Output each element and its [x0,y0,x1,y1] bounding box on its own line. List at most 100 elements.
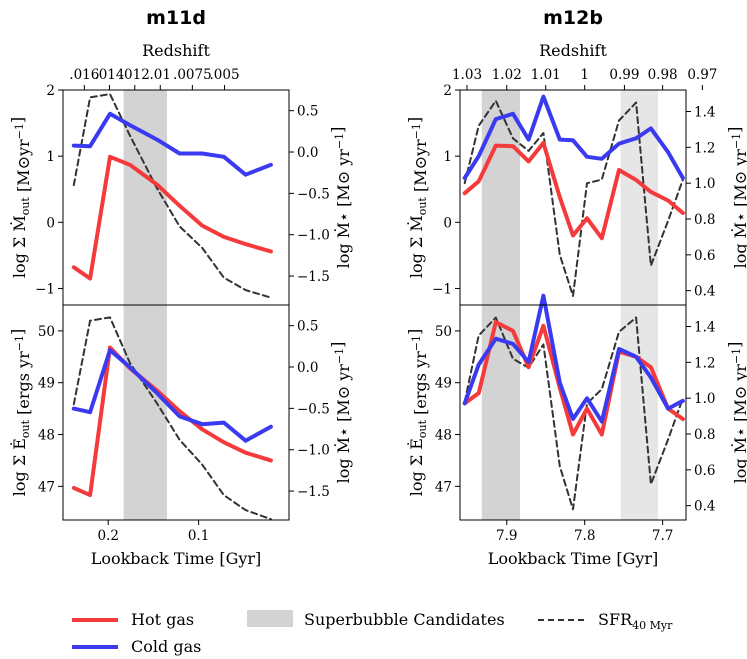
y-axis-label-part: −1 [13,335,26,351]
y-axis-label-part: ] [8,329,27,335]
panel-frame [459,304,687,521]
top-tick-label: 1.01 [531,67,561,83]
y2-tick-label: 0.6 [694,248,715,264]
y2-tick-label: 1.2 [694,355,715,371]
panel-energy-outflow: 47 48 49 50 −1.5 −1.0 −0.5 0.0 0.5 log Σ Ėout [er… [8,304,353,521]
y2-axis-label: log Ṁ⋆ [M⊙ yr−1] [725,127,747,269]
y2-tick-label: 1.4 [694,320,715,336]
y2-tick-label: −0.5 [297,401,330,417]
y2-tick-label: 1.0 [694,391,715,407]
y-tick-label: −1 [35,281,55,297]
y2-axis-label-part: log Ṁ⋆ [M⊙ yr [730,364,747,484]
y2-axis-label-part: ] [328,127,347,133]
y-tick-label: 48 [38,428,55,444]
y2-tick-label: 0.8 [694,212,715,228]
y2-axis-label-part: ] [328,342,347,348]
y2-axis-label-part: ] [725,127,744,133]
top-axis-label: Redshift [539,41,607,60]
superbubble-band [620,90,658,305]
y2-tick-label: −1.0 [297,228,330,244]
y-axis-label: log Σ Ṁout [M⊙yr−1] [8,117,33,278]
y-axis-label-part: −1 [410,123,423,139]
x-tick-label: 7.8 [574,528,595,544]
y-tick-label: 0 [443,215,452,231]
series-line-hot [71,345,273,498]
legend: Hot gas Cold gas Superbubble Candidates … [72,610,673,656]
superbubble-band [620,305,658,520]
y2-tick-label: −1.0 [297,443,330,459]
y-tick-label: 50 [435,324,452,340]
y2-tick-label: 0.0 [297,360,318,376]
series-line-cold [462,94,685,180]
top-axis-label: Redshift [142,41,210,60]
y-axis-label: log Σ Ṁout [M⊙yr−1] [405,117,430,278]
top-tick-label: .016 [69,67,99,83]
y-axis-label-part: out [19,419,32,438]
series-line-cold [71,111,273,177]
y-axis-label-part: out [19,197,32,216]
y-tick-label: 49 [435,376,452,392]
top-tick-label: 0.97 [687,67,717,83]
y2-tick-label: 1.4 [694,105,715,121]
y-tick-label: 2 [46,83,55,99]
y-tick-label: 47 [435,479,452,495]
series-line-hot [71,154,273,281]
y-tick-label: 50 [38,324,55,340]
legend-band-label: Superbubble Candidates [304,610,505,629]
y-axis-label-part: [ergs yr [14,351,33,420]
legend-sfr-main: SFR [598,610,633,629]
x-axis-label: Lookback Time [Gyr] [488,549,659,568]
series-line-sfr [72,316,272,521]
legend-sfr-sub: 40 Myr [632,619,673,632]
superbubble-band [123,305,167,520]
top-tick-label: 1.02 [492,67,522,83]
y-axis-label-part: ] [405,117,424,123]
y-tick-label: 1 [46,149,55,165]
y2-axis-label: log Ṁ⋆ [M⊙ yr−1] [328,342,353,484]
y2-axis-label: log Ṁ⋆ [M⊙ yr−1] [725,342,747,484]
chart-title: m12b [543,7,603,29]
top-tick-label: 0.98 [648,67,678,83]
superbubble-band [123,90,167,305]
y-axis-label-part: [M⊙yr [411,139,430,197]
series-line-cold [71,348,273,443]
y2-tick-label: −1.5 [297,484,330,500]
y2-tick-label: 1.0 [694,176,715,192]
y-axis-label-part: out [416,419,429,438]
y-axis-label-part: log Σ Ė [406,438,426,496]
y2-tick-label: 0.0 [297,145,318,161]
y-axis-label-part: log Σ Ė [9,438,29,496]
series-line-hot [462,140,685,241]
y2-axis-label-part: log Ṁ⋆ [M⊙ yr [333,364,353,484]
x-tick-label: 7.7 [652,528,673,544]
y-axis-label: log Σ Ėout [ergs yr−1] [8,329,33,496]
series-line-sfr [463,316,684,511]
x-tick-label: 0.1 [188,528,209,544]
y-axis-label-part: log Σ Ṁ [9,215,29,278]
y-tick-label: 0 [46,215,55,231]
top-tick-label: .01 [150,67,171,83]
y2-axis-label-part: ] [725,342,744,348]
y-axis-label-part: [ergs yr [411,351,430,420]
legend-band-swatch [247,610,293,627]
series-line-cold [462,293,685,424]
y2-axis-label-part: −1 [730,348,743,364]
y2-axis-label-part: −1 [333,348,346,364]
top-tick-label: .012 [120,67,150,83]
y-tick-label: 2 [443,83,452,99]
y-axis-label-part: −1 [410,335,423,351]
y2-tick-label: 0.8 [694,427,715,443]
y2-tick-label: 0.5 [297,319,318,335]
top-tick-label: 1 [580,67,589,83]
y2-tick-label: −1.5 [297,269,330,285]
top-tick-label: .0075 [173,67,212,83]
y-tick-label: 48 [435,428,452,444]
y-tick-label: 47 [38,479,55,495]
superbubble-band [481,90,521,305]
top-tick-label: 1.03 [452,67,482,83]
top-tick-label: .014 [94,67,124,83]
y2-axis-label-part: −1 [333,133,346,149]
x-tick-label: 7.9 [496,528,517,544]
